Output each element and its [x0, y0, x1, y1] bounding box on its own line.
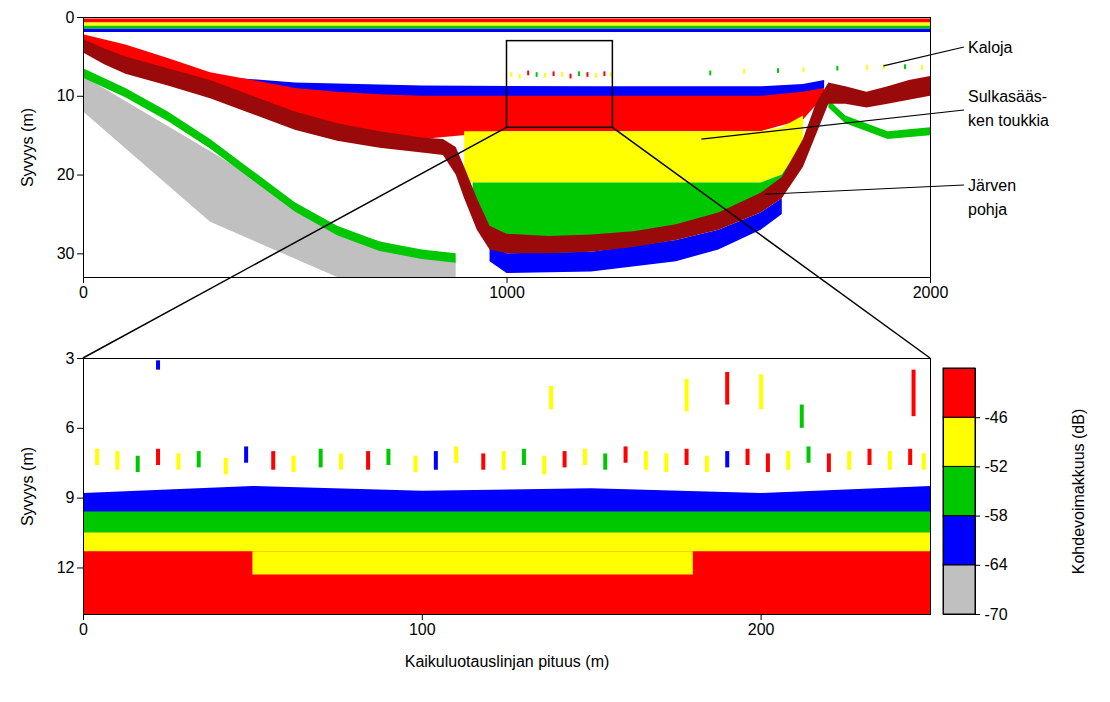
svg-text:0: 0 [66, 9, 75, 26]
svg-text:Kaikuluotauslinjan pituus (m): Kaikuluotauslinjan pituus (m) [405, 653, 610, 670]
svg-text:Kaloja: Kaloja [968, 39, 1013, 56]
svg-text:-70: -70 [985, 606, 1008, 623]
svg-text:0: 0 [79, 621, 88, 638]
svg-text:-58: -58 [985, 507, 1008, 524]
svg-text:30: 30 [57, 245, 75, 262]
svg-text:100: 100 [409, 621, 436, 638]
svg-text:Järvenpohja: Järvenpohja [968, 177, 1016, 218]
svg-text:3: 3 [66, 350, 75, 367]
svg-text:-46: -46 [985, 409, 1008, 426]
svg-text:Kohdevoimakkuus (dB): Kohdevoimakkuus (dB) [1070, 409, 1087, 574]
svg-text:9: 9 [66, 489, 75, 506]
svg-text:Syvyys (m): Syvyys (m) [19, 447, 36, 526]
svg-text:12: 12 [57, 559, 75, 576]
svg-text:-52: -52 [985, 458, 1008, 475]
svg-text:200: 200 [748, 621, 775, 638]
svg-text:2000: 2000 [913, 284, 949, 301]
svg-text:-64: -64 [985, 556, 1008, 573]
svg-text:6: 6 [66, 419, 75, 436]
svg-text:10: 10 [57, 87, 75, 104]
svg-text:Sulkasääs-ken toukkia: Sulkasääs-ken toukkia [968, 88, 1049, 129]
svg-text:Syvyys (m): Syvyys (m) [19, 108, 36, 187]
svg-text:0: 0 [79, 284, 88, 301]
svg-text:20: 20 [57, 166, 75, 183]
svg-text:1000: 1000 [489, 284, 525, 301]
